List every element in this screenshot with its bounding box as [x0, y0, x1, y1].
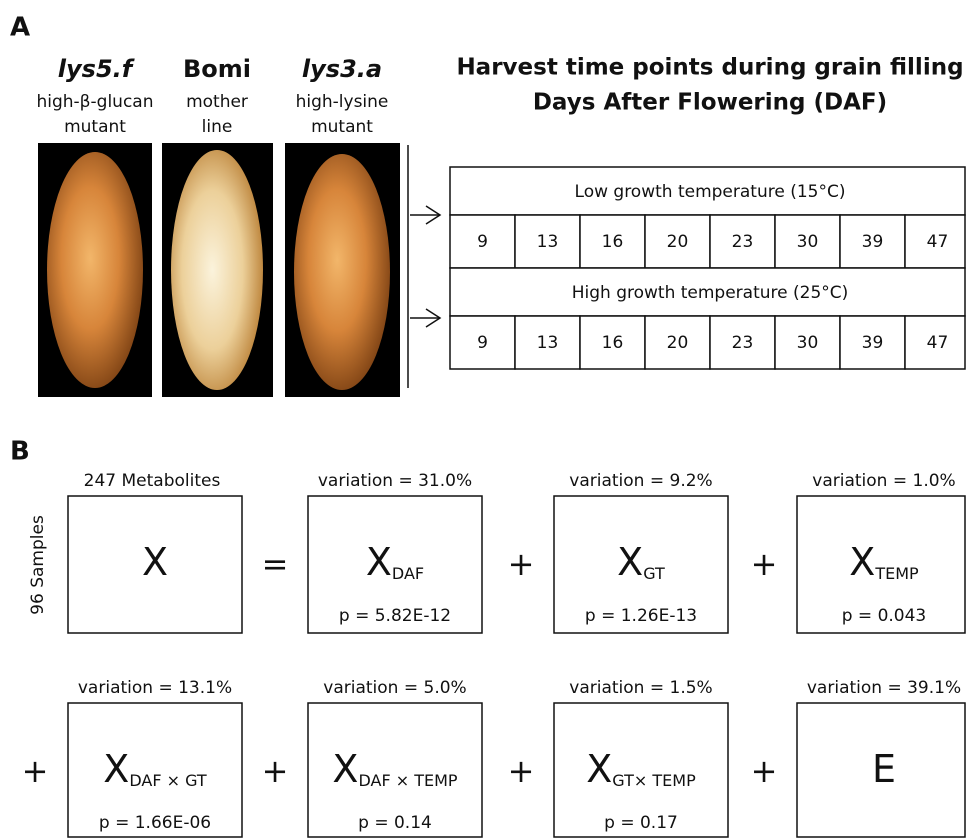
symbol: X [332, 747, 358, 791]
genotype-name: lys3.a [302, 55, 382, 83]
p-value: p = 0.14 [358, 813, 432, 833]
day-value: 9 [477, 333, 488, 353]
variation-label: variation = 39.1% [807, 678, 961, 698]
symbol: X [103, 747, 129, 791]
day-value: 39 [862, 333, 884, 353]
day-value: 13 [537, 232, 559, 252]
grain-images [38, 143, 400, 397]
condition-label: High growth temperature (25°C) [572, 283, 849, 303]
day-value: 13 [537, 333, 559, 353]
title: Days After Flowering (DAF) [533, 90, 887, 116]
genotype-name: lys5.f [58, 55, 135, 83]
variation-label: variation = 5.0% [323, 678, 466, 698]
grain [294, 154, 390, 390]
subscript: GT [643, 564, 665, 583]
rows-label: 96 Samples [28, 515, 48, 615]
arrows [408, 145, 440, 388]
p-value: p = 0.17 [604, 813, 678, 833]
symbol: X [586, 747, 612, 791]
day-value: 20 [667, 333, 689, 353]
symbol: X [617, 540, 643, 584]
columns-label: 247 Metabolites [84, 471, 221, 491]
p-value: p = 0.043 [842, 606, 927, 626]
day-value: 20 [667, 232, 689, 252]
operator: + [508, 545, 535, 583]
genotype-desc: line [202, 117, 233, 137]
genotype-desc: mother [186, 92, 248, 112]
day-value: 30 [797, 333, 819, 353]
symbol: X [142, 540, 168, 584]
p-value: p = 1.66E-06 [99, 813, 211, 833]
p-value: p = 1.26E-13 [585, 606, 697, 626]
genotype-desc: mutant [64, 117, 126, 137]
grain [47, 152, 143, 388]
day-value: 16 [602, 232, 624, 252]
variation-label: variation = 31.0% [318, 471, 472, 491]
p-value: p = 5.82E-12 [339, 606, 451, 626]
matrix-symbol: X [142, 540, 168, 584]
operator: + [751, 545, 778, 583]
symbol: X [849, 540, 875, 584]
genotype-desc: mutant [311, 117, 373, 137]
day-value: 9 [477, 232, 488, 252]
variation-label: variation = 13.1% [78, 678, 232, 698]
variation-label: variation = 1.5% [569, 678, 712, 698]
panel-label: A [10, 13, 30, 43]
genotype-desc: high-β-glucan [36, 92, 153, 112]
symbol: X [366, 540, 392, 584]
operator: + [751, 752, 778, 790]
genotype-desc: high-lysine [296, 92, 389, 112]
matrix-symbol: E [872, 747, 896, 791]
day-value: 16 [602, 333, 624, 353]
day-value: 30 [797, 232, 819, 252]
day-value: 47 [927, 333, 949, 353]
panel-label: B [10, 437, 30, 467]
subscript: DAF × TEMP [358, 771, 457, 790]
title: Harvest time points during grain filling [456, 55, 963, 81]
condition-label: Low growth temperature (15°C) [575, 182, 846, 202]
operator: = [262, 545, 289, 583]
operator: + [22, 752, 49, 790]
subscript: DAF [392, 564, 424, 583]
day-value: 23 [732, 232, 754, 252]
day-value: 39 [862, 232, 884, 252]
grain [171, 150, 263, 390]
genotype-name: Bomi [183, 55, 251, 83]
operator: + [508, 752, 535, 790]
figure: A B Harvest time points during grain fil… [0, 0, 966, 838]
subscript: DAF × GT [129, 771, 207, 790]
operator: + [262, 752, 289, 790]
symbol: E [872, 747, 896, 791]
day-value: 47 [927, 232, 949, 252]
variation-label: variation = 1.0% [812, 471, 955, 491]
subscript: TEMP [874, 564, 919, 583]
day-value: 23 [732, 333, 754, 353]
variation-label: variation = 9.2% [569, 471, 712, 491]
subscript: GT× TEMP [612, 771, 696, 790]
